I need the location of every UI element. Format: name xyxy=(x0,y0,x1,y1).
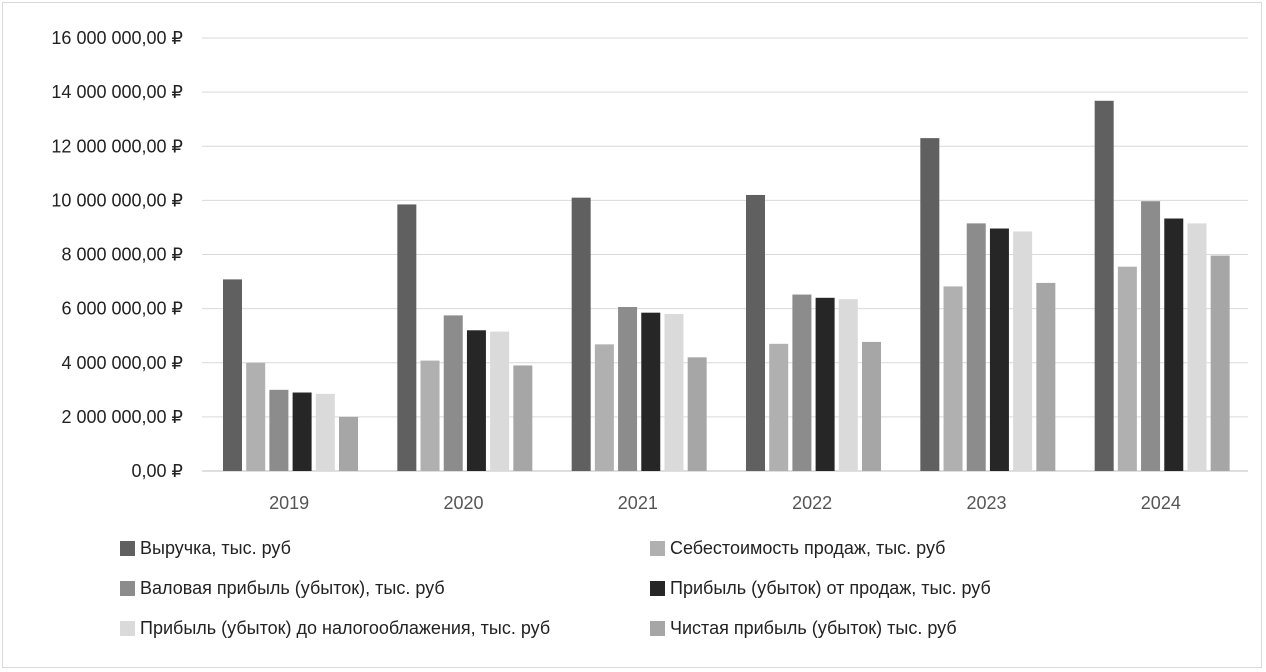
bar-2021-series-3 xyxy=(618,307,638,471)
bar-2022-series-3 xyxy=(792,294,812,471)
bar-2024-series-5 xyxy=(1187,223,1207,471)
bar-2020-series-3 xyxy=(443,315,463,471)
legend-item: Прибыль (убыток) до налогооблажения, тыс… xyxy=(120,615,550,641)
bar-2023-series-2 xyxy=(943,286,963,471)
bar-2024-series-3 xyxy=(1141,201,1161,471)
legend-swatch xyxy=(120,540,135,556)
bar-2023-series-6 xyxy=(1036,282,1056,471)
bar-2022-series-2 xyxy=(769,343,789,471)
bar-2024-series-6 xyxy=(1210,255,1230,471)
legend-label: Выручка, тыс. руб xyxy=(140,537,291,558)
bar-2019-series-4 xyxy=(292,392,312,471)
bar-2020-series-1 xyxy=(397,204,417,471)
y-tick-label: 6 000 000,00 ₽ xyxy=(61,299,183,319)
y-tick-label: 8 000 000,00 ₽ xyxy=(61,245,183,265)
legend-item: Чистая прибыль (убыток) тыс. руб xyxy=(650,615,957,641)
bar-2021-series-5 xyxy=(664,314,684,471)
bar-2020-series-6 xyxy=(513,365,533,471)
bar-2022-series-4 xyxy=(815,297,835,471)
bar-2023-series-4 xyxy=(989,228,1009,471)
legend-label: Валовая прибыль (убыток), тыс. руб xyxy=(140,577,445,598)
y-tick-label: 0,00 ₽ xyxy=(132,461,184,481)
legend-label: Себестоимость продаж, тыс. руб xyxy=(670,537,946,558)
bar-2019-series-6 xyxy=(339,416,358,471)
x-tick-label: 2020 xyxy=(443,493,483,513)
legend-item: Валовая прибыль (убыток), тыс. руб xyxy=(120,575,445,601)
x-tick-label: 2019 xyxy=(269,493,309,513)
legend-label: Чистая прибыль (убыток) тыс. руб xyxy=(670,617,957,638)
bar-chart: 0,00 ₽ 2 000 000,00 ₽ 4 000 000,00 ₽ 6 000 … xyxy=(51,28,1248,513)
bar-2022-series-5 xyxy=(838,299,858,471)
bar-2019-series-5 xyxy=(315,393,335,471)
bar-2020-series-4 xyxy=(466,330,486,471)
y-tick-label: 14 000 000,00 ₽ xyxy=(51,82,183,102)
legend-item: Выручка, тыс. руб xyxy=(120,535,291,561)
y-tick-label: 12 000 000,00 ₽ xyxy=(51,136,183,156)
bar-2020-series-5 xyxy=(490,331,510,471)
bar-2020-series-2 xyxy=(420,360,440,471)
bar-2023-series-3 xyxy=(966,223,986,471)
bar-2022-series-6 xyxy=(862,341,881,471)
legend-item: Себестоимость продаж, тыс. руб xyxy=(650,535,945,561)
bar-2021-series-6 xyxy=(687,357,707,471)
y-tick-label: 4 000 000,00 ₽ xyxy=(61,353,183,373)
bar-2024-series-4 xyxy=(1164,218,1184,471)
x-tick-label: 2022 xyxy=(792,493,832,513)
legend-swatch xyxy=(120,620,135,636)
bar-2019-series-1 xyxy=(223,279,242,471)
bar-2019-series-3 xyxy=(269,389,289,471)
bar-2022-series-1 xyxy=(746,194,765,471)
bar-2024-series-2 xyxy=(1117,266,1137,471)
bar-2024-series-1 xyxy=(1094,100,1114,471)
y-tick-label: 16 000 000,00 ₽ xyxy=(51,28,183,48)
legend-swatch xyxy=(650,580,665,596)
bar-2019-series-2 xyxy=(246,362,266,471)
legend-label: Прибыль (убыток) до налогооблажения, тыс… xyxy=(140,617,551,638)
legend-swatch xyxy=(650,620,665,636)
x-tick-label: 2024 xyxy=(1141,493,1181,513)
y-tick-label: 2 000 000,00 ₽ xyxy=(61,407,183,427)
legend-item: Прибыль (убыток) от продаж, тыс. руб xyxy=(650,575,991,601)
bar-2023-series-1 xyxy=(920,138,940,471)
x-tick-label: 2021 xyxy=(618,493,658,513)
bar-2021-series-2 xyxy=(594,344,614,471)
legend-swatch xyxy=(650,540,665,556)
bar-2021-series-1 xyxy=(571,197,591,471)
legend-swatch xyxy=(120,580,135,596)
y-tick-label: 10 000 000,00 ₽ xyxy=(51,190,183,210)
bar-2023-series-5 xyxy=(1013,231,1033,471)
x-tick-label: 2023 xyxy=(966,493,1006,513)
bar-2021-series-4 xyxy=(641,312,661,471)
legend-label: Прибыль (убыток) от продаж, тыс. руб xyxy=(670,577,991,598)
